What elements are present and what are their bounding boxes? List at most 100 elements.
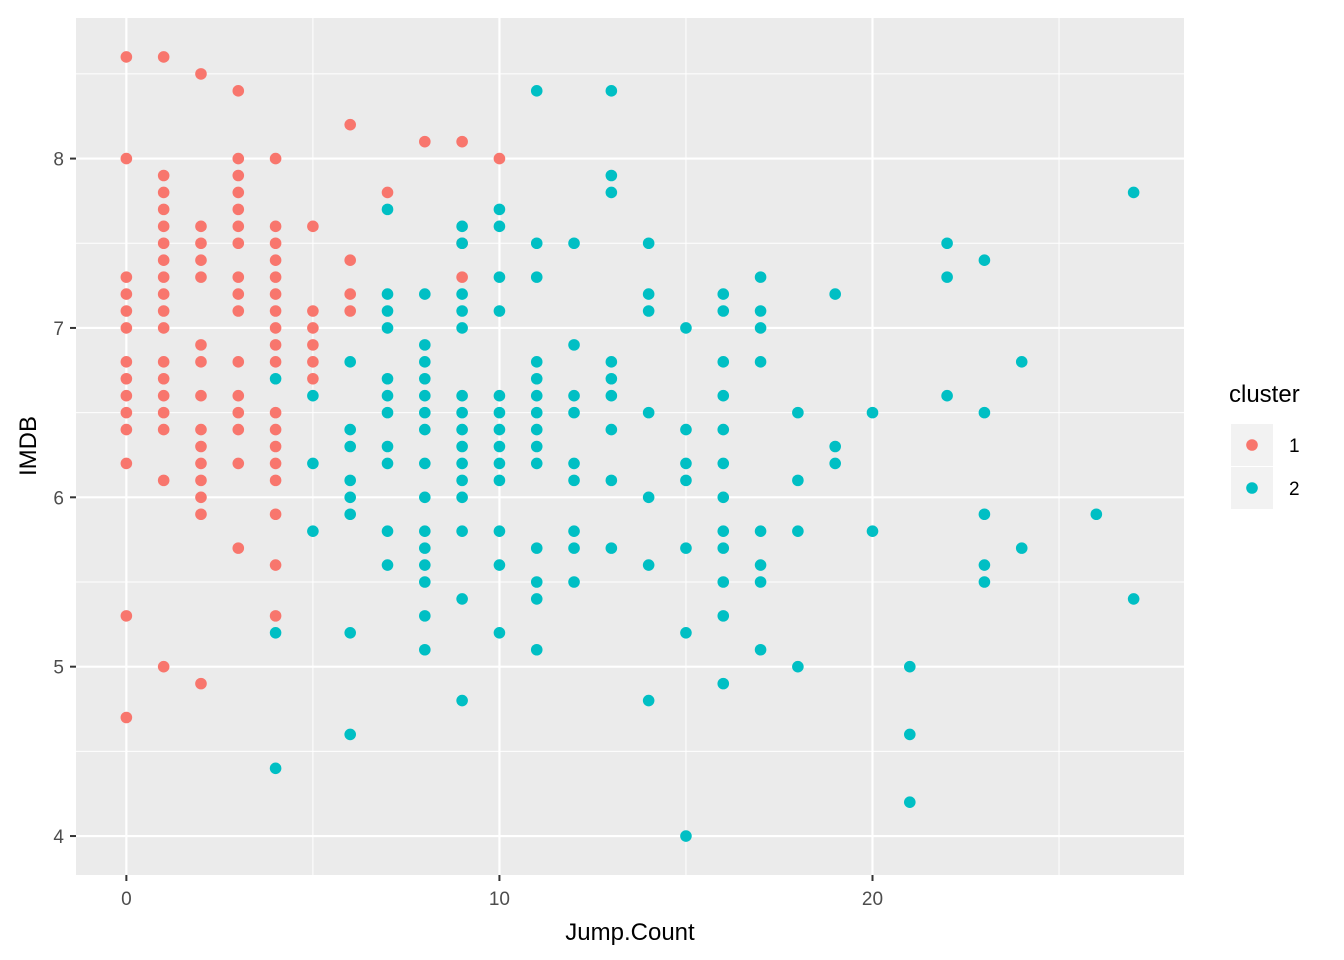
data-point-cluster-2 bbox=[530, 237, 543, 250]
data-point-cluster-2 bbox=[419, 288, 431, 300]
data-point-cluster-1 bbox=[344, 254, 357, 266]
data-point-cluster-1 bbox=[157, 474, 170, 487]
data-point-cluster-2 bbox=[456, 322, 468, 334]
data-point-cluster-1 bbox=[195, 68, 207, 80]
data-point-cluster-2 bbox=[456, 457, 468, 470]
data-point-cluster-2 bbox=[381, 406, 394, 419]
data-point-cluster-1 bbox=[195, 271, 207, 283]
data-point-cluster-2 bbox=[493, 525, 506, 537]
data-point-cluster-1 bbox=[120, 610, 133, 622]
data-point-cluster-1 bbox=[307, 322, 319, 334]
data-point-cluster-1 bbox=[344, 288, 357, 300]
data-point-cluster-1 bbox=[195, 508, 207, 521]
data-point-cluster-1 bbox=[120, 406, 133, 419]
data-point-cluster-2 bbox=[344, 728, 357, 741]
data-point-cluster-2 bbox=[530, 389, 543, 402]
data-point-cluster-1 bbox=[232, 220, 245, 233]
data-point-cluster-1 bbox=[269, 457, 282, 470]
data-point-cluster-1 bbox=[195, 474, 207, 487]
data-points bbox=[120, 51, 1140, 842]
data-point-cluster-1 bbox=[232, 423, 245, 436]
data-point-cluster-2 bbox=[456, 593, 468, 605]
data-point-cluster-2 bbox=[381, 389, 394, 402]
data-point-cluster-1 bbox=[195, 423, 207, 436]
data-point-cluster-2 bbox=[754, 322, 767, 334]
data-point-cluster-2 bbox=[307, 389, 319, 402]
data-point-cluster-2 bbox=[754, 576, 767, 588]
data-point-cluster-2 bbox=[568, 339, 580, 351]
data-point-cluster-1 bbox=[120, 423, 133, 436]
data-point-cluster-2 bbox=[568, 406, 580, 419]
data-point-cluster-2 bbox=[530, 423, 543, 436]
data-point-cluster-2 bbox=[269, 762, 282, 775]
data-point-cluster-2 bbox=[530, 271, 543, 283]
data-point-cluster-1 bbox=[344, 118, 357, 131]
data-point-cluster-2 bbox=[1015, 356, 1028, 368]
data-point-cluster-1 bbox=[232, 237, 245, 250]
data-point-cluster-2 bbox=[344, 440, 357, 453]
y-tick-label: 8 bbox=[53, 150, 64, 171]
data-point-cluster-2 bbox=[493, 271, 506, 283]
data-point-cluster-2 bbox=[978, 406, 991, 419]
data-point-cluster-1 bbox=[195, 339, 207, 351]
data-point-cluster-2 bbox=[456, 389, 468, 402]
data-point-cluster-2 bbox=[568, 525, 580, 537]
data-point-cluster-1 bbox=[269, 559, 282, 571]
y-tick-label: 5 bbox=[53, 658, 64, 679]
data-point-cluster-1 bbox=[195, 220, 207, 233]
data-point-cluster-2 bbox=[754, 525, 767, 537]
data-point-cluster-1 bbox=[269, 237, 282, 250]
data-point-cluster-1 bbox=[157, 51, 170, 63]
x-axis-title: Jump.Count bbox=[565, 919, 695, 946]
data-point-cluster-1 bbox=[232, 389, 245, 402]
data-point-cluster-2 bbox=[568, 389, 580, 402]
data-point-cluster-1 bbox=[232, 85, 245, 97]
data-point-cluster-2 bbox=[642, 237, 655, 250]
axis-ticks bbox=[70, 157, 874, 881]
data-point-cluster-2 bbox=[1127, 593, 1140, 605]
data-point-cluster-2 bbox=[419, 423, 431, 436]
data-point-cluster-1 bbox=[157, 186, 170, 199]
data-point-cluster-2 bbox=[941, 237, 953, 250]
data-point-cluster-2 bbox=[605, 169, 618, 182]
data-point-cluster-1 bbox=[195, 389, 207, 402]
data-point-cluster-2 bbox=[381, 288, 394, 300]
data-point-cluster-2 bbox=[419, 491, 431, 504]
legend-key-2 bbox=[1246, 482, 1258, 494]
data-point-cluster-1 bbox=[157, 220, 170, 233]
data-point-cluster-2 bbox=[456, 288, 468, 300]
data-point-cluster-2 bbox=[754, 305, 767, 317]
data-point-cluster-2 bbox=[717, 677, 730, 690]
data-point-cluster-2 bbox=[493, 389, 506, 402]
tick-labels: 0 10 20 4 5 6 7 8 bbox=[53, 150, 883, 910]
data-point-cluster-1 bbox=[269, 440, 282, 453]
data-point-cluster-2 bbox=[642, 694, 655, 707]
data-point-cluster-1 bbox=[120, 457, 133, 470]
data-point-cluster-1 bbox=[269, 271, 282, 283]
data-point-cluster-2 bbox=[605, 186, 618, 199]
data-point-cluster-1 bbox=[232, 305, 245, 317]
data-point-cluster-2 bbox=[456, 440, 468, 453]
data-point-cluster-2 bbox=[680, 457, 692, 470]
data-point-cluster-2 bbox=[344, 474, 357, 487]
data-point-cluster-1 bbox=[307, 339, 319, 351]
data-point-cluster-2 bbox=[381, 305, 394, 317]
data-point-cluster-2 bbox=[1127, 186, 1140, 199]
data-point-cluster-2 bbox=[381, 559, 394, 571]
data-point-cluster-1 bbox=[493, 152, 506, 165]
data-point-cluster-2 bbox=[269, 372, 282, 385]
data-point-cluster-2 bbox=[493, 474, 506, 487]
data-point-cluster-2 bbox=[456, 237, 468, 250]
data-point-cluster-2 bbox=[419, 389, 431, 402]
data-point-cluster-1 bbox=[269, 423, 282, 436]
data-point-cluster-2 bbox=[680, 830, 692, 842]
data-point-cluster-2 bbox=[456, 305, 468, 317]
data-point-cluster-2 bbox=[307, 525, 319, 537]
data-point-cluster-2 bbox=[419, 559, 431, 571]
data-point-cluster-1 bbox=[157, 254, 170, 266]
y-axis-title: IMDB bbox=[15, 416, 42, 476]
minor-gridlines bbox=[76, 18, 1184, 875]
data-point-cluster-2 bbox=[792, 474, 804, 487]
data-point-cluster-2 bbox=[717, 542, 730, 554]
data-point-cluster-1 bbox=[232, 203, 245, 216]
